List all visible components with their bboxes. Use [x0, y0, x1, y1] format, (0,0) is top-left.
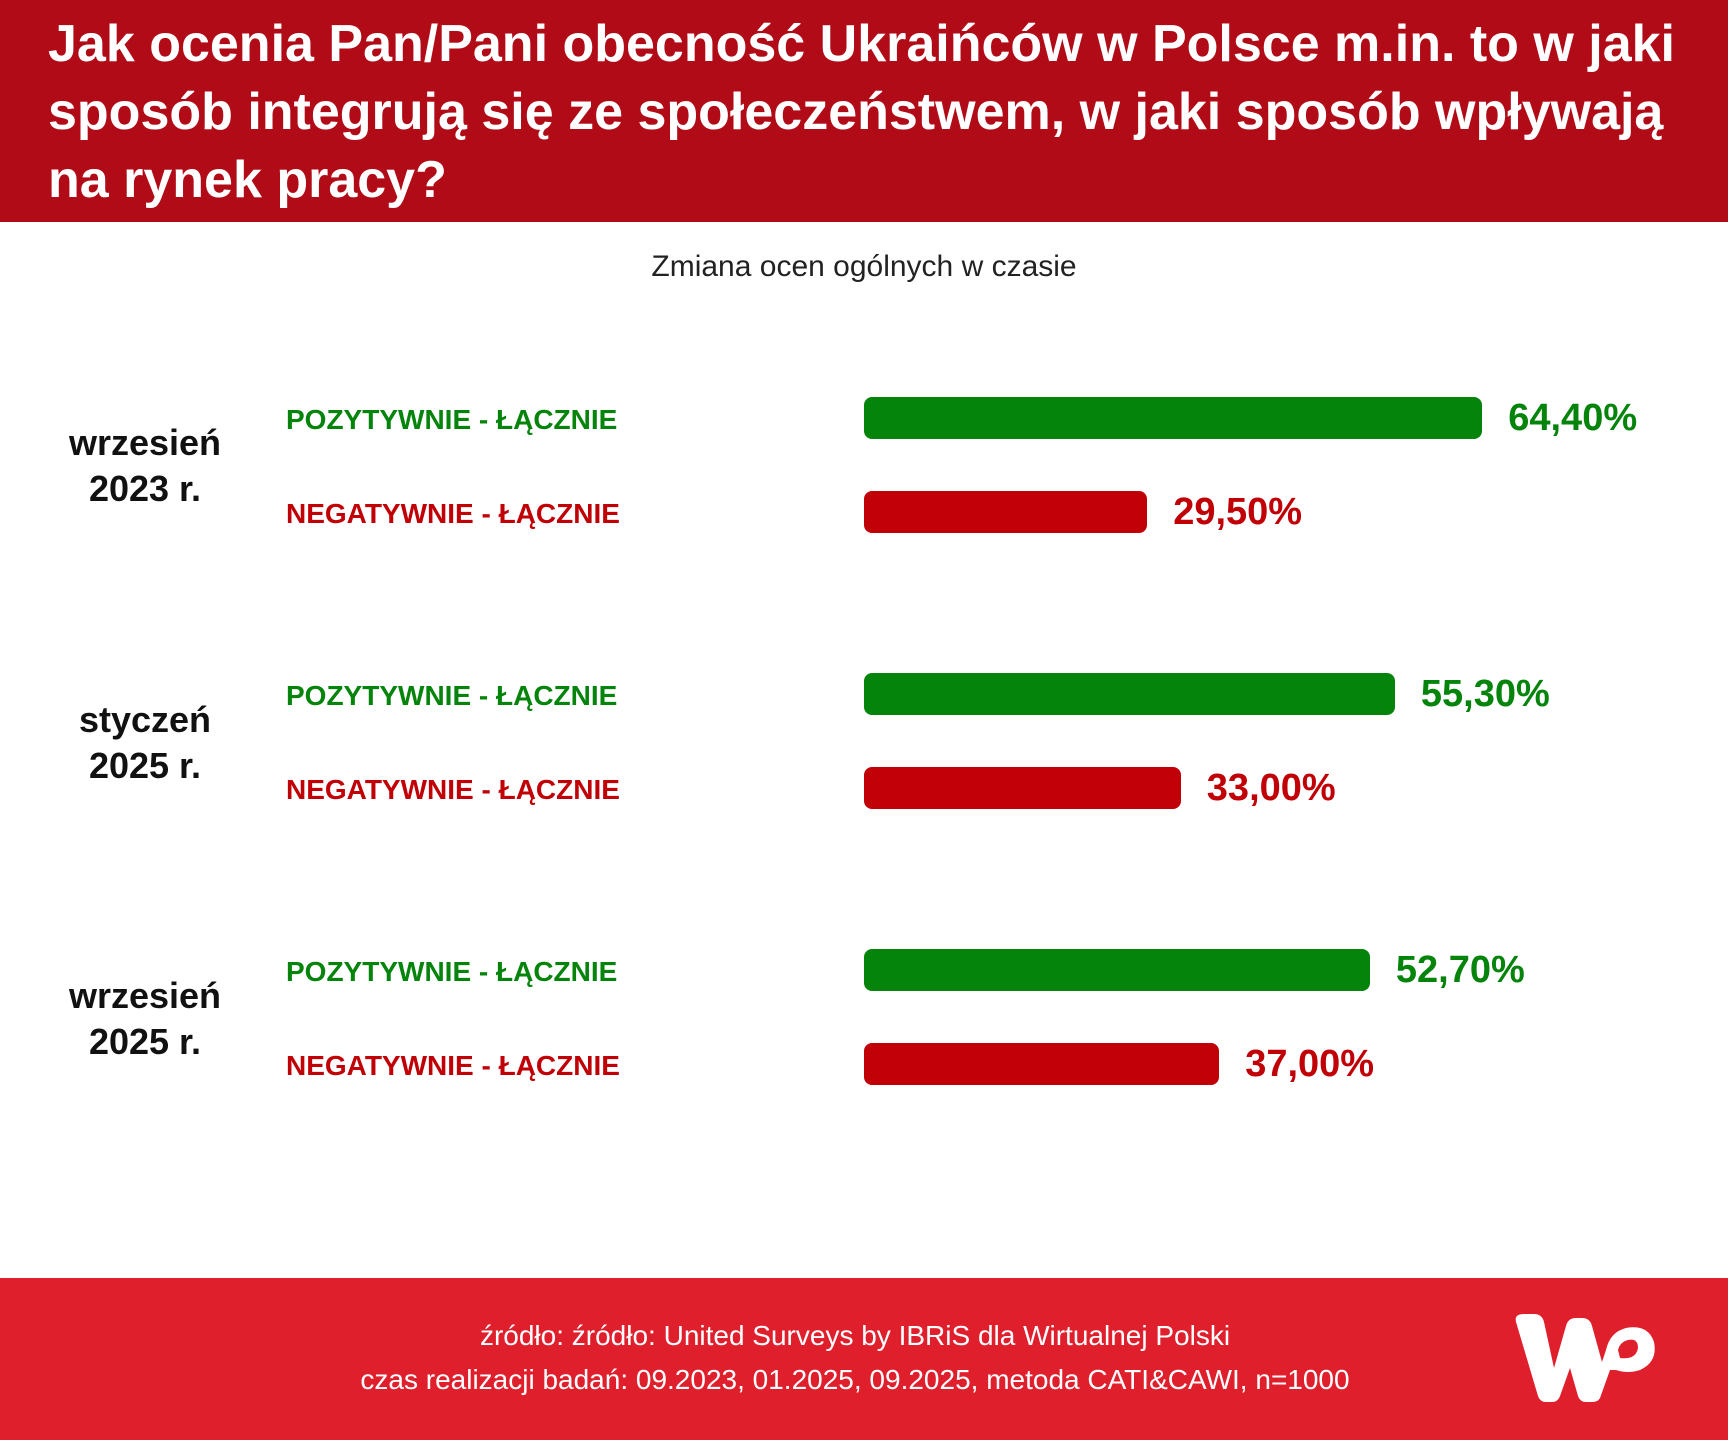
value-label-positive: 52,70%: [1395, 949, 1525, 991]
period-label: wrzesień 2023 r.: [68, 422, 222, 509]
chart-title: Jak ocenia Pan/Pani obecność Ukraińców w…: [48, 15, 1676, 209]
bar-negative: [864, 767, 1181, 809]
bar-negative: [864, 491, 1148, 533]
row-label-negative: NEGATYWNIE - ŁĄCZNIE: [286, 774, 620, 805]
header-banner: Jak ocenia Pan/Pani obecność Ukraińców w…: [0, 0, 1728, 222]
row-label-positive: POZYTYWNIE - ŁĄCZNIE: [286, 956, 618, 987]
chart-subtitle: Zmiana ocen ogólnych w czasie: [651, 250, 1077, 283]
footer-banner: źródło: źródło: United Surveys by IBRiS …: [0, 1278, 1728, 1440]
wp-logo-icon: WP: [1515, 1314, 1655, 1402]
period-label: styczeń 2025 r.: [78, 699, 212, 786]
method-note: czas realizacji badań: 09.2023, 01.2025,…: [360, 1364, 1350, 1395]
value-label-negative: 29,50%: [1173, 491, 1303, 533]
row-label-positive: POZYTYWNIE - ŁĄCZNIE: [286, 680, 618, 711]
value-label-negative: 33,00%: [1206, 767, 1336, 809]
value-label-positive: 55,30%: [1420, 673, 1550, 715]
row-label-negative: NEGATYWNIE - ŁĄCZNIE: [286, 1050, 620, 1081]
row-label-negative: NEGATYWNIE - ŁĄCZNIE: [286, 498, 620, 529]
row-label-positive: POZYTYWNIE - ŁĄCZNIE: [286, 404, 618, 435]
bar-negative: [864, 1043, 1220, 1085]
value-label-negative: 37,00%: [1245, 1043, 1375, 1085]
bar-positive: [864, 397, 1483, 439]
bar-positive: [864, 673, 1395, 715]
value-label-positive: 64,40%: [1508, 397, 1638, 439]
bar-positive: [864, 949, 1370, 991]
source-note: źródło: źródło: United Surveys by IBRiS …: [479, 1320, 1231, 1351]
period-label: wrzesień 2025 r.: [68, 975, 222, 1062]
